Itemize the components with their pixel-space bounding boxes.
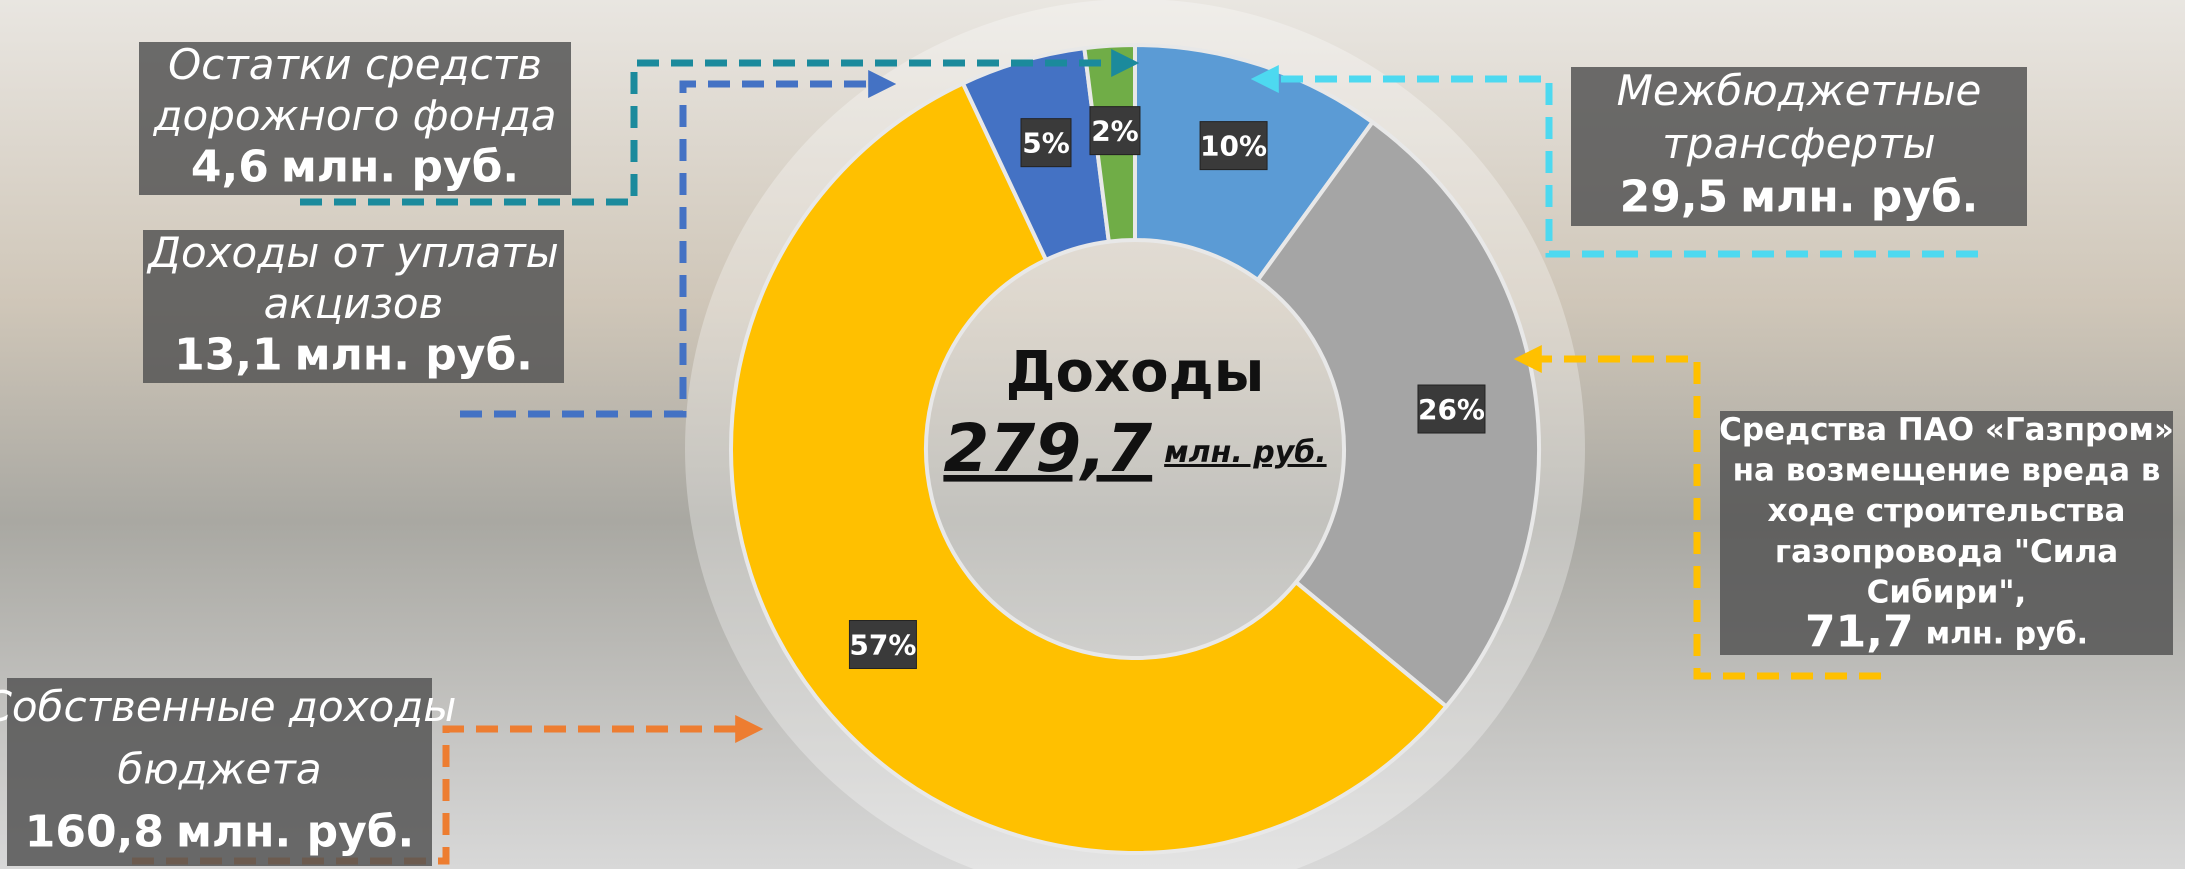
callout-line: Средства ПАО «Газпром» — [1719, 412, 2174, 448]
label-box — [1199, 121, 1268, 171]
callout-box — [1720, 411, 2173, 655]
callout-line: бюджета — [117, 745, 321, 794]
slice-label: 5% — [1022, 127, 1070, 160]
amount: 4,6 — [191, 142, 269, 193]
callout-amount: 4,6 млн. руб. — [191, 142, 519, 193]
unit: млн. руб. — [1926, 616, 2088, 651]
callout-box — [143, 230, 564, 383]
callout-line: газопровода "Сила — [1775, 534, 2118, 570]
label-box — [1089, 106, 1141, 156]
callout-line: ходе строительства — [1768, 493, 2126, 529]
connector — [1250, 65, 1978, 258]
unit: млн. руб. — [1740, 172, 1978, 223]
connector — [460, 70, 897, 418]
callout-box — [139, 42, 571, 195]
slice-label: 10% — [1200, 130, 1267, 163]
callout-line: дорожного фонда — [152, 91, 556, 140]
unit: млн. руб. — [281, 142, 519, 193]
callout-line: на возмещение вреда в — [1733, 453, 2161, 489]
callout-line: акцизов — [264, 279, 444, 328]
callout-amount: 29,5 млн. руб. — [1620, 172, 1979, 223]
slice-label: 26% — [1418, 393, 1485, 426]
label-box — [1020, 118, 1072, 168]
callout-line: Доходы от уплаты — [146, 228, 559, 277]
callout-box — [7, 678, 432, 866]
callout: Средства ПАО «Газпром» на возмещение вред… — [1719, 411, 2174, 658]
callout-line: Собственные доходы — [0, 682, 456, 731]
callout-amount: 71,7 млн. руб. — [1805, 607, 2088, 658]
label-box — [848, 620, 917, 670]
callout-box — [1571, 67, 2027, 226]
center-unit: млн. руб. — [1164, 435, 1326, 470]
center-total: 279,7 млн. руб. — [943, 410, 1326, 487]
unit: млн. руб. — [176, 807, 414, 858]
label-box — [1417, 384, 1486, 434]
connector — [300, 49, 1140, 206]
slice — [1255, 119, 1542, 710]
slice-label: 2% — [1091, 115, 1139, 148]
center-title: Доходы — [1006, 340, 1265, 405]
unit: млн. руб. — [295, 330, 533, 381]
callout-line: трансферты — [1662, 119, 1935, 168]
amount: 71,7 — [1805, 607, 1914, 658]
amount: 13,1 — [174, 330, 283, 381]
slice-label: 57% — [849, 629, 916, 662]
connector — [1513, 345, 1881, 680]
callout-amount: 160,8 млн. руб. — [25, 807, 414, 858]
center-amount: 279,7 — [943, 410, 1152, 487]
callout: Собственные доходы бюджета 160,8 млн. руб. — [0, 678, 456, 866]
callout-line: Сибири", — [1867, 575, 2027, 611]
amount: 160,8 — [25, 807, 164, 858]
callout-line: Межбюджетные — [1617, 66, 1982, 115]
slice-labels: 10% 26% 57% 5% 2% — [848, 106, 1486, 670]
callout-line: Остатки средств — [168, 40, 542, 89]
amount: 29,5 — [1620, 172, 1729, 223]
callout-amount: 13,1 млн. руб. — [174, 330, 533, 381]
